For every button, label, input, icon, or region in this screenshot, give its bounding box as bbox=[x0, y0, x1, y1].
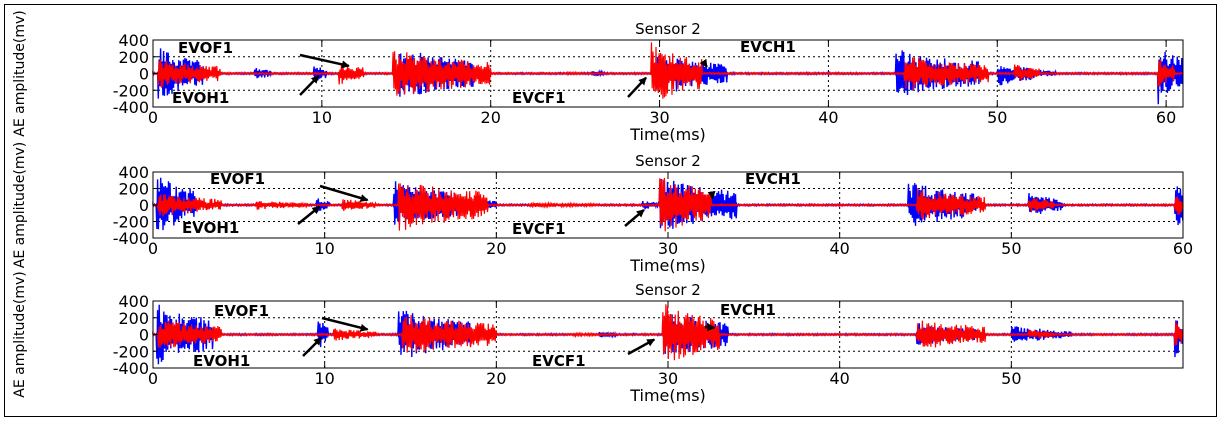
y-tick-label: -200 bbox=[113, 213, 149, 232]
x-tick-label: 10 bbox=[314, 369, 334, 388]
chart-title: Sensor 2 bbox=[635, 20, 701, 38]
chart-title: Sensor 2 bbox=[635, 281, 701, 299]
chart-panel-1: Sensor 20 10 20 30 40 50 604002000-200-400Time… bbox=[12, 10, 1184, 144]
x-tick-label: 10 bbox=[314, 239, 334, 258]
x-tick-label: 20 bbox=[486, 369, 506, 388]
annotation-arrow bbox=[699, 58, 708, 68]
annotation-evof1: EVOF1 bbox=[178, 39, 233, 57]
y-tick-label: 400 bbox=[118, 31, 149, 50]
x-tick-label: 60 bbox=[1173, 239, 1193, 258]
annotation-arrow bbox=[319, 184, 369, 202]
y-axis-label: AE amplitude(mv) bbox=[12, 271, 28, 397]
x-tick-label: 30 bbox=[658, 369, 678, 388]
annotation-evoh1: EVOH1 bbox=[172, 89, 229, 107]
chart-title: Sensor 2 bbox=[635, 152, 701, 170]
x-tick-label: 20 bbox=[486, 239, 506, 258]
figure-frame bbox=[4, 4, 1217, 417]
y-tick-label: 0 bbox=[139, 65, 149, 84]
y-tick-label: 200 bbox=[118, 180, 149, 199]
annotation-arrow bbox=[297, 205, 321, 225]
annotation-arrow bbox=[707, 190, 716, 200]
annotation-evch1: EVCH1 bbox=[720, 301, 776, 319]
x-axis-label: Time(ms) bbox=[629, 125, 706, 144]
y-tick-label: 200 bbox=[118, 48, 149, 67]
x-tick-label: 30 bbox=[658, 239, 678, 258]
y-tick-label: 200 bbox=[118, 309, 149, 328]
y-tick-label: -200 bbox=[113, 81, 149, 100]
x-tick-label: 30 bbox=[649, 108, 669, 127]
annotation-arrow bbox=[627, 76, 647, 98]
x-axis-label: Time(ms) bbox=[629, 386, 706, 405]
annotation-arrow bbox=[704, 323, 716, 332]
x-axis-label: Time(ms) bbox=[629, 256, 706, 275]
x-tick-label: 20 bbox=[481, 108, 501, 127]
signal-series-red bbox=[152, 177, 1184, 232]
x-tick-label: 10 bbox=[312, 108, 332, 127]
annotation-arrow bbox=[302, 336, 323, 357]
annotation-evch1: EVCH1 bbox=[745, 170, 801, 188]
x-tick-label: 50 bbox=[987, 108, 1007, 127]
annotation-evoh1: EVOH1 bbox=[193, 352, 250, 370]
annotation-arrow bbox=[299, 75, 320, 96]
x-tick-label: 0 bbox=[148, 369, 158, 388]
annotation-evcf1: EVCF1 bbox=[532, 352, 586, 370]
x-tick-label: 40 bbox=[829, 369, 849, 388]
annotation-evch1: EVCH1 bbox=[740, 38, 796, 56]
annotation-arrow bbox=[624, 208, 645, 227]
y-tick-label: 0 bbox=[139, 326, 149, 345]
annotation-evof1: EVOF1 bbox=[214, 302, 269, 320]
y-tick-label: -400 bbox=[113, 229, 149, 248]
annotation-evof1: EVOF1 bbox=[210, 170, 265, 188]
y-tick-label: -400 bbox=[113, 359, 149, 378]
y-tick-label: -400 bbox=[113, 98, 149, 117]
x-tick-label: 60 bbox=[1156, 108, 1176, 127]
y-tick-label: -200 bbox=[113, 342, 149, 361]
x-tick-label: 0 bbox=[148, 239, 158, 258]
x-tick-label: 50 bbox=[1001, 239, 1021, 258]
y-tick-label: 400 bbox=[118, 292, 149, 311]
annotation-evcf1: EVCF1 bbox=[512, 220, 566, 238]
x-tick-label: 40 bbox=[818, 108, 838, 127]
x-tick-label: 0 bbox=[148, 108, 158, 127]
y-tick-label: 0 bbox=[139, 196, 149, 215]
chart-panel-2: Sensor 20 10 20 30 40 50 604002000-200-400Time… bbox=[12, 142, 1193, 275]
x-tick-label: 50 bbox=[1001, 369, 1021, 388]
chart-panel-3: Sensor 20 10 20 30 40 504002000-200-400Time(m… bbox=[12, 271, 1184, 405]
annotation-evoh1: EVOH1 bbox=[182, 219, 239, 237]
x-tick-label: 40 bbox=[829, 239, 849, 258]
signal-series-red bbox=[152, 42, 1184, 99]
y-tick-label: 400 bbox=[118, 163, 149, 182]
y-axis-label: AE amplitude(mv) bbox=[12, 142, 28, 268]
annotation-arrow bbox=[321, 316, 369, 332]
annotation-evcf1: EVCF1 bbox=[512, 89, 566, 107]
y-axis-label: AE amplitude(mv) bbox=[12, 10, 28, 136]
annotation-arrow bbox=[299, 53, 350, 69]
annotation-arrow bbox=[627, 338, 656, 356]
